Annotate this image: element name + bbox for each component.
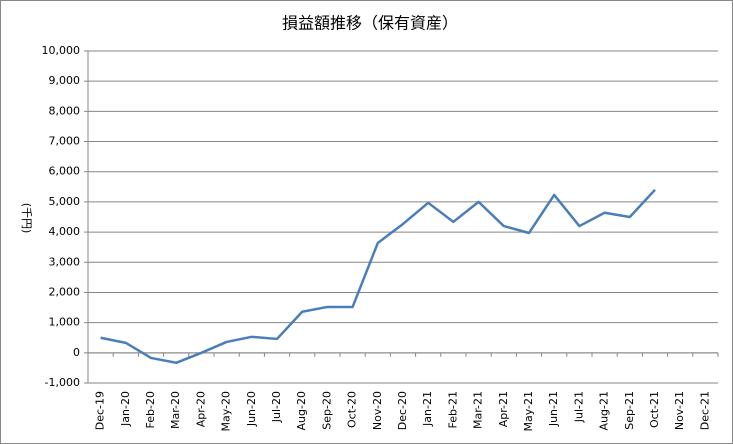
y-axis-label: (千円)	[20, 203, 33, 234]
y-tick-label: 10,000	[42, 44, 81, 57]
x-tick-label: Dec-21	[698, 391, 711, 430]
y-tick-label: 6,000	[49, 165, 81, 178]
x-tick-label: Sep-20	[320, 391, 333, 430]
x-tick-label: Nov-21	[673, 391, 686, 430]
x-tick-label: Jun-20	[245, 391, 258, 427]
y-tick-label: 5,000	[49, 195, 81, 208]
x-tick-label: May-21	[522, 391, 535, 432]
y-tick-label: 1,000	[49, 316, 81, 329]
data-line	[100, 188, 656, 365]
chart-title: 損益額推移（保有資産）	[282, 14, 458, 33]
x-tick-label: Mar-21	[472, 391, 485, 429]
x-tick-label: Aug-20	[295, 391, 308, 430]
x-tick-label: Apr-20	[194, 391, 207, 427]
x-tick-label: Oct-21	[648, 391, 661, 428]
x-tick-label: May-20	[220, 391, 233, 432]
x-tick-label: Jun-21	[547, 391, 560, 427]
x-tick-label: Aug-21	[598, 391, 611, 430]
y-tick-label: 4,000	[49, 225, 81, 238]
x-tick-label: Apr-21	[497, 391, 510, 427]
x-tick-label: Feb-21	[446, 391, 459, 428]
x-tick-label: Sep-21	[623, 391, 636, 430]
y-tick-label: 7,000	[49, 135, 81, 148]
y-tick-label: 2,000	[49, 285, 81, 298]
y-tick-label: 0	[73, 346, 80, 359]
x-tick-label: Nov-20	[371, 391, 384, 430]
x-tick-label: Jul-20	[270, 391, 283, 423]
x-tick-label: Feb-20	[144, 391, 157, 428]
y-tick-label: 9,000	[49, 74, 81, 87]
y-tick-label: 8,000	[49, 104, 81, 117]
x-tick-label: Dec-20	[396, 391, 409, 430]
x-tick-label: Jan-20	[119, 391, 132, 427]
y-tick-label: 3,000	[49, 255, 81, 268]
x-tick-label: Mar-20	[169, 391, 182, 429]
y-tick-label: -1,000	[45, 376, 80, 389]
x-tick-label: Jul-21	[572, 391, 585, 423]
x-tick-label: Oct-20	[346, 391, 359, 428]
x-tick-label: Jan-21	[421, 391, 434, 427]
x-tick-label: Dec-19	[94, 391, 107, 430]
